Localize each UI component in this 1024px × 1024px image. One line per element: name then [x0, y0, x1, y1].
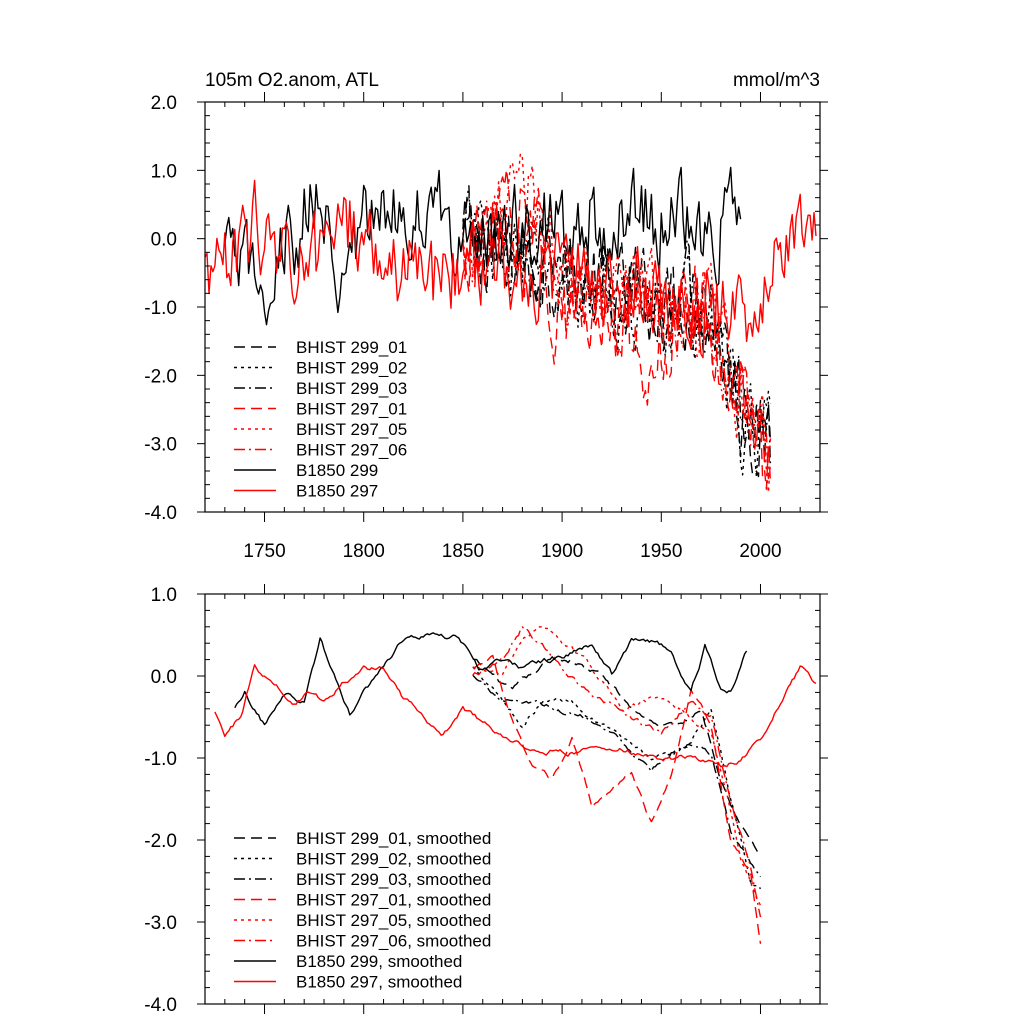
y-tick-label: 1.0 — [151, 161, 177, 182]
legend-label: BHIST 299_02, smoothed — [296, 850, 491, 869]
y-tick-label: -2.0 — [144, 366, 177, 387]
legend-label: BHIST 297_01, smoothed — [296, 891, 491, 910]
legend-label: BHIST 297_05, smoothed — [296, 911, 491, 930]
legend-label: BHIST 299_02 — [296, 359, 407, 378]
x-tick-label: 1900 — [541, 541, 583, 562]
series-line-5 — [472, 626, 762, 918]
series-line-4 — [462, 152, 772, 494]
legend-label: BHIST 297_06, smoothed — [296, 932, 491, 951]
legend-label: BHIST 297_05 — [296, 420, 407, 439]
top-panel: 105m O2.anom, ATL mmol/m^3 1750 1800 1850 1… — [144, 70, 828, 562]
y-tick-label: -1.0 — [144, 298, 177, 319]
series-line-5 — [462, 200, 772, 480]
series-line-7 — [214, 664, 817, 768]
legend-label: BHIST 299_03, smoothed — [296, 870, 491, 889]
legend-label: B1850 297, smoothed — [296, 973, 462, 992]
legend-label: BHIST 299_01 — [296, 338, 407, 357]
x-tick-label: 1800 — [343, 541, 385, 562]
y-tick-label: -3.0 — [144, 913, 177, 934]
plot-frame — [204, 593, 821, 1005]
y-tick-label: -3.0 — [144, 435, 177, 456]
y-tick-label: -4.0 — [144, 995, 177, 1016]
y-tick-label: 2.0 — [151, 93, 177, 114]
y-tick-label: -2.0 — [144, 831, 177, 852]
series-line-6 — [234, 632, 748, 726]
series-line-4 — [472, 625, 762, 906]
series-lines — [204, 152, 817, 494]
legend-label: B1850 299 — [296, 461, 378, 480]
x-tick-label: 1850 — [442, 541, 484, 562]
legend-label: B1850 299, smoothed — [296, 952, 462, 971]
series-line-6 — [224, 166, 742, 326]
x-tick-label: 1950 — [640, 541, 682, 562]
x-tick-label: 2000 — [739, 541, 781, 562]
series-line-1 — [472, 666, 762, 890]
top-title-left: 105m O2.anom, ATL — [205, 70, 379, 91]
legend-label: BHIST 299_03 — [296, 379, 407, 398]
legend-label: BHIST 297_06 — [296, 441, 407, 460]
legend: BHIST 299_01, smoothed BHIST 299_02, smoo… — [234, 829, 491, 992]
series-lines — [214, 625, 817, 944]
series-line-0 — [462, 198, 772, 478]
bottom-panel: 1.0 0.0 -1.0 -2.0 -3.0 -4.0 BHIST 299_01, smoo… — [144, 584, 828, 1016]
legend-label: B1850 297 — [296, 482, 378, 501]
top-title-right: mmol/m^3 — [733, 70, 820, 91]
series-line-2 — [462, 185, 772, 464]
series-line-3 — [472, 654, 762, 944]
y-tick-label: 0.0 — [151, 230, 177, 251]
legend-label: BHIST 299_01, smoothed — [296, 829, 491, 848]
y-tick-label: 1.0 — [151, 585, 177, 606]
x-tick-label: 1750 — [243, 541, 285, 562]
y-tick-label: -4.0 — [144, 503, 177, 524]
legend-label: BHIST 297_01 — [296, 400, 407, 419]
series-line-1 — [462, 194, 772, 479]
series-line-7 — [204, 179, 817, 359]
y-tick-label: -1.0 — [144, 749, 177, 770]
y-tick-label: 0.0 — [151, 667, 177, 688]
series-line-2 — [472, 674, 762, 878]
series-line-0 — [472, 656, 762, 857]
